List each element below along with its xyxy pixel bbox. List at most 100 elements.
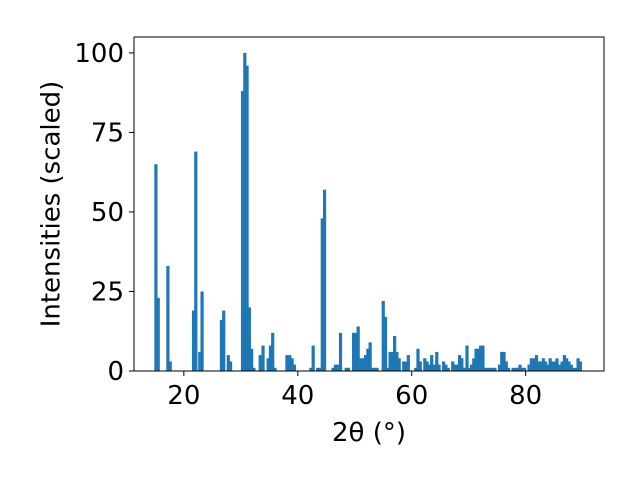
x-axis-ticks: 20 40 60 80 (167, 371, 542, 411)
bar (404, 361, 408, 371)
bar (442, 361, 446, 371)
bar (435, 351, 439, 371)
bar (511, 367, 515, 371)
bar (483, 367, 487, 371)
bar (444, 364, 448, 371)
y-axis-label: Intensities (scaled) (37, 81, 67, 328)
bar (425, 361, 429, 371)
bar (437, 364, 441, 371)
bar (548, 358, 552, 371)
bar (226, 355, 230, 371)
bar (354, 332, 358, 371)
bar (273, 367, 277, 371)
bar (368, 342, 372, 371)
bar (557, 364, 561, 371)
plot-frame (133, 36, 605, 372)
bar (397, 358, 401, 371)
bar (309, 367, 313, 371)
bar (513, 367, 518, 371)
bar-series (154, 52, 582, 372)
x-tick-label: 40 (281, 381, 314, 411)
bar (198, 351, 202, 371)
x-axis-label: 2θ (°) (332, 418, 406, 448)
bar (386, 367, 390, 371)
bar (569, 364, 573, 371)
bar (493, 367, 497, 371)
bar (527, 364, 531, 371)
bar (292, 364, 296, 371)
bar (502, 351, 506, 371)
bar (491, 367, 495, 371)
bar (576, 358, 580, 371)
bar (451, 361, 455, 371)
bar (427, 364, 431, 371)
bar (166, 266, 170, 371)
bar (247, 307, 251, 371)
bar (320, 218, 324, 371)
bar (352, 332, 356, 371)
bar (156, 297, 160, 371)
bar (476, 348, 480, 371)
bar (318, 367, 322, 371)
bar (432, 364, 436, 371)
x-tick-label: 80 (509, 381, 542, 411)
bar (574, 367, 578, 371)
bar (555, 358, 559, 371)
bar (414, 367, 418, 371)
bar (261, 345, 265, 371)
bar (534, 355, 539, 371)
bar (529, 358, 533, 371)
bar (268, 345, 273, 371)
bar (240, 91, 245, 371)
bar (395, 351, 399, 371)
bar (390, 351, 394, 371)
bar (311, 345, 315, 371)
bar (375, 367, 379, 371)
bar (467, 367, 471, 371)
bar (250, 348, 254, 371)
x-tick-label: 20 (167, 381, 200, 411)
bar (346, 367, 351, 371)
bar (560, 361, 564, 371)
y-tick-label: 75 (91, 118, 124, 148)
bar (520, 367, 524, 371)
bar (472, 358, 476, 371)
bar (485, 367, 490, 371)
bar (402, 361, 406, 371)
bar (497, 364, 502, 371)
bar (219, 320, 224, 371)
bar (373, 367, 377, 371)
bar (446, 367, 450, 371)
bar (453, 364, 457, 371)
bar (322, 189, 327, 371)
bar (465, 345, 469, 371)
bar (418, 361, 422, 371)
bar (393, 336, 397, 371)
bar (469, 364, 474, 371)
bar (243, 52, 247, 372)
bar (506, 367, 511, 371)
bar (518, 364, 522, 371)
bar (522, 367, 527, 371)
bar (504, 361, 508, 371)
bar (488, 367, 492, 371)
bar (381, 301, 385, 371)
bar (553, 361, 557, 371)
bar (565, 358, 569, 371)
bar (333, 364, 337, 371)
y-tick-label: 25 (91, 277, 124, 307)
bar (562, 355, 567, 371)
bar (344, 367, 348, 371)
bar (258, 355, 262, 371)
bar (388, 351, 392, 371)
bar (455, 364, 459, 371)
bar (338, 332, 343, 371)
bar (383, 316, 388, 371)
y-tick-label: 100 (74, 39, 124, 69)
bar (500, 351, 504, 371)
bar (288, 355, 292, 371)
bar (200, 291, 204, 371)
bar (460, 358, 464, 371)
